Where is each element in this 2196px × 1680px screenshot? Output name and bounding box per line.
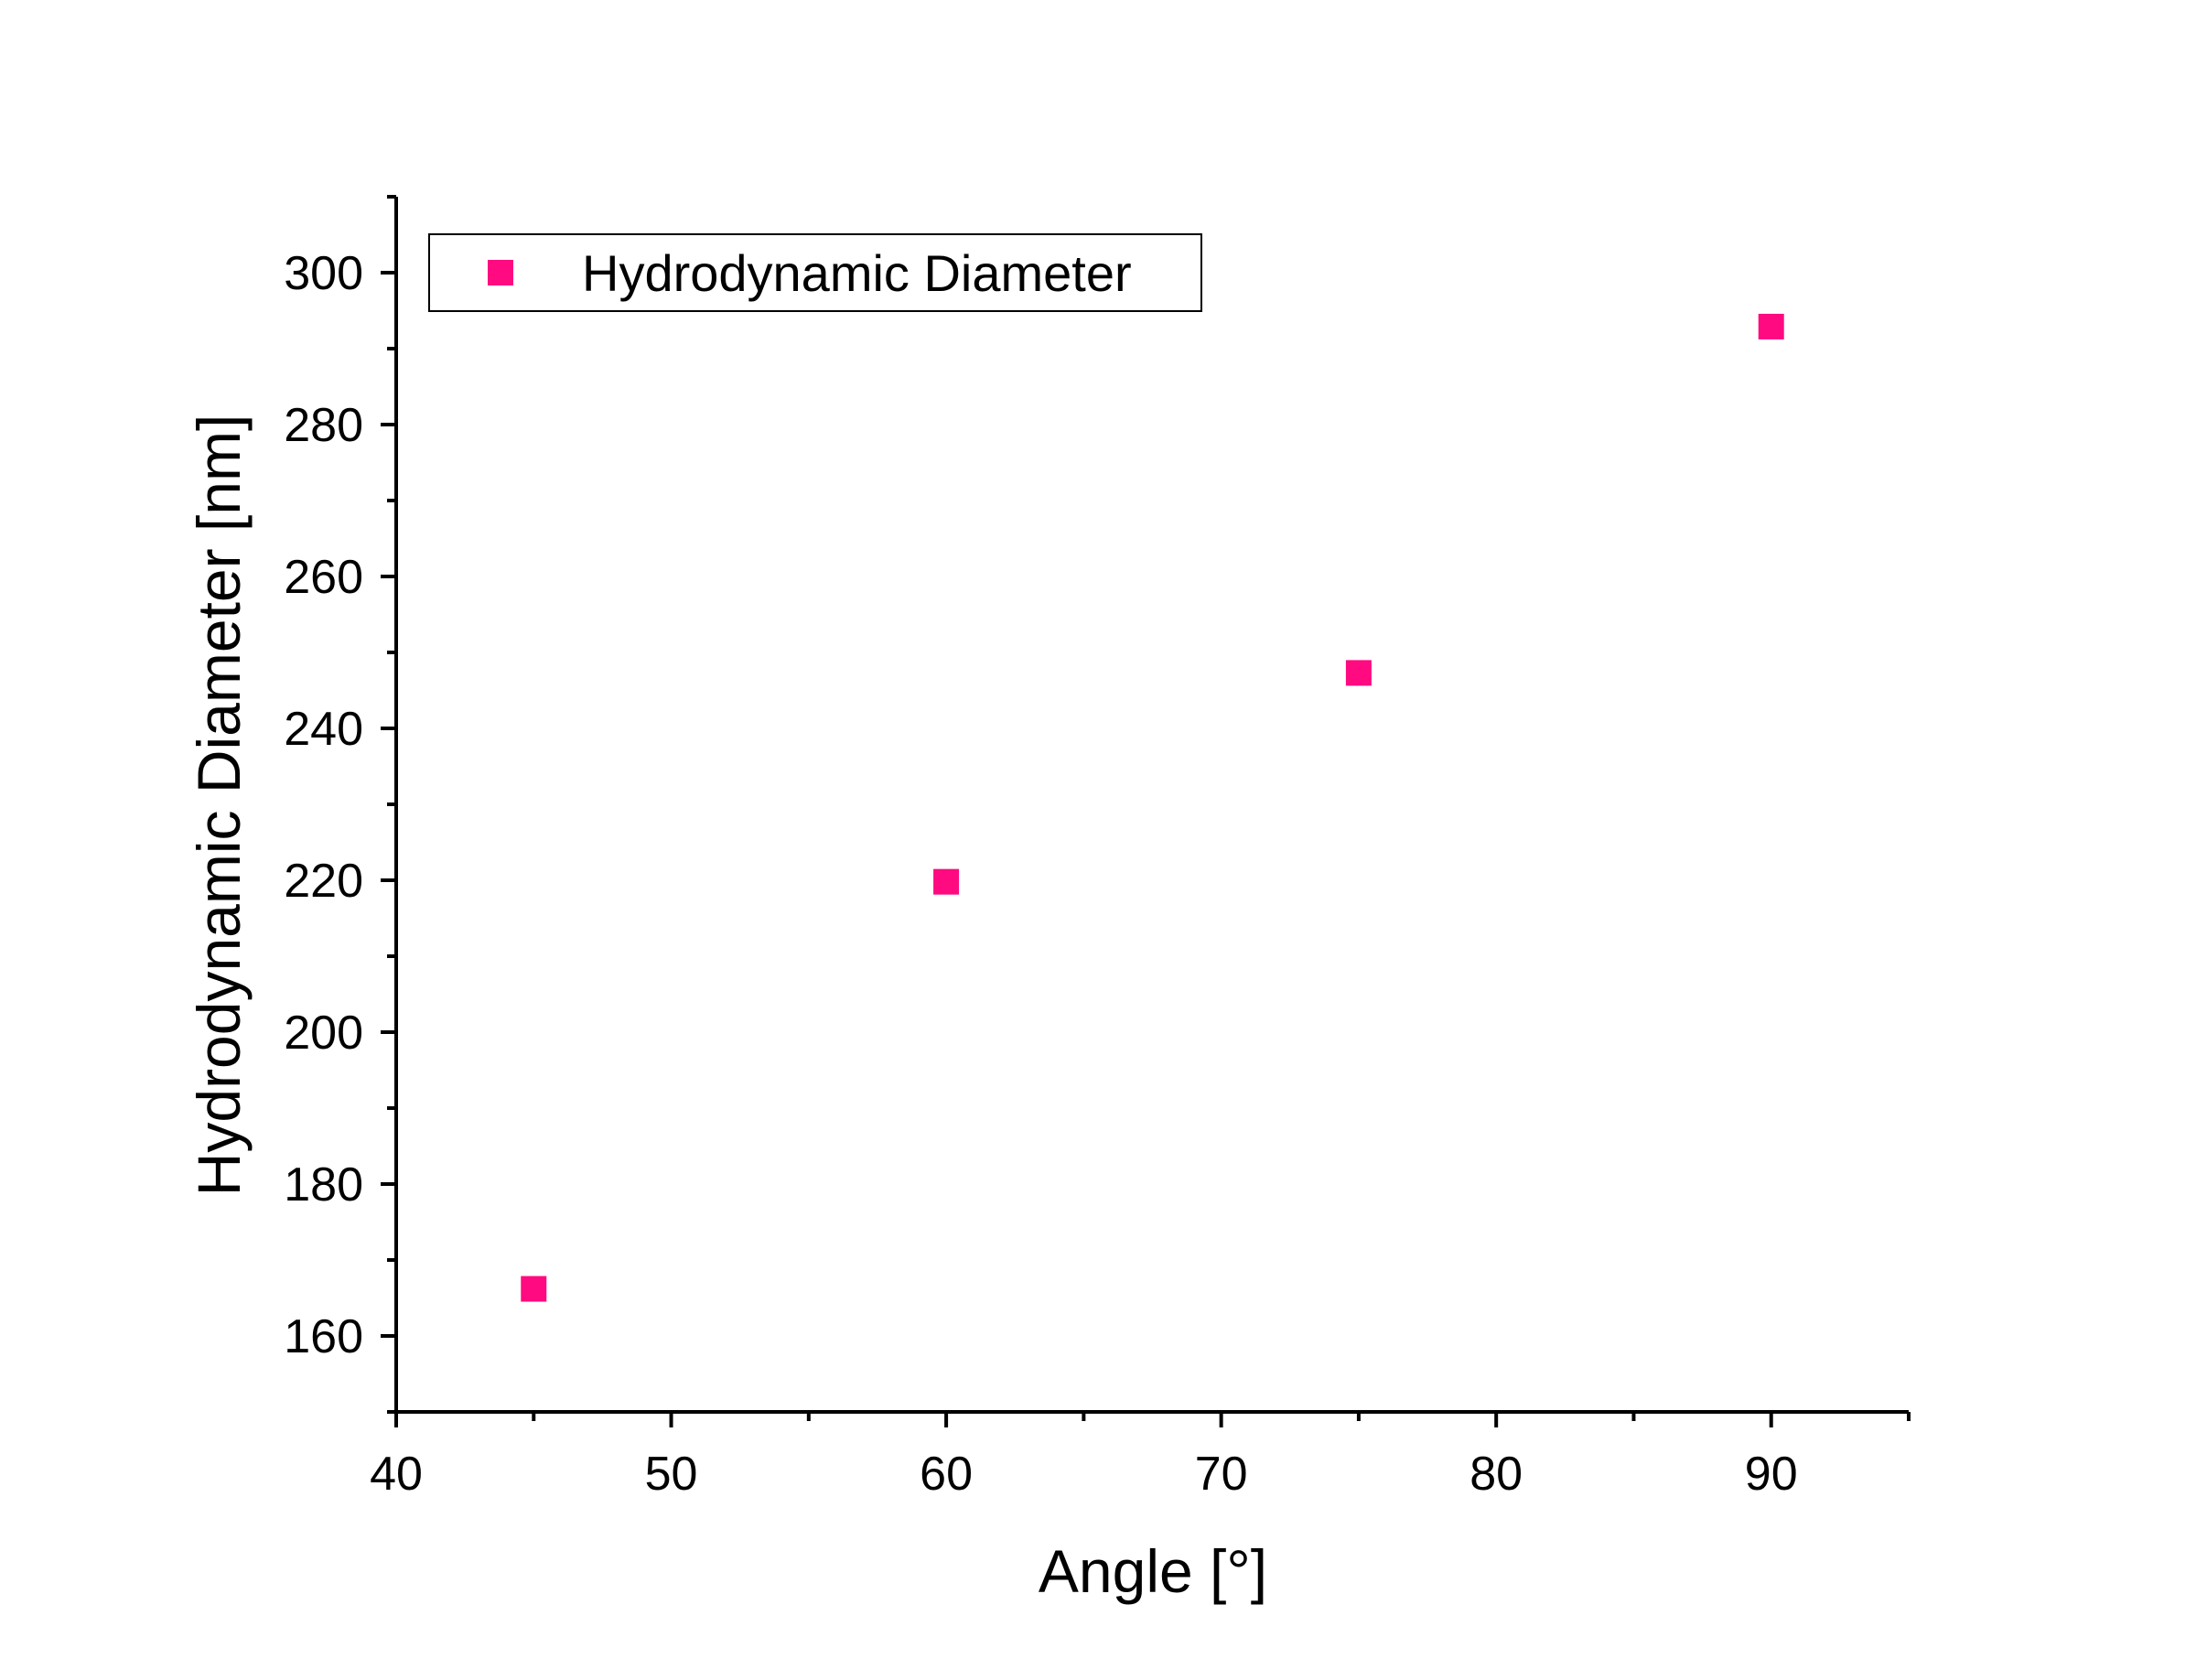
y-tick-label: 200	[284, 1007, 363, 1060]
x-axis-title: Angle [°]	[1039, 1537, 1267, 1605]
axes: 40 50 60 70 80 90 160 180 200 220 240 260 280 300	[284, 195, 1911, 1501]
y-tick-label: 180	[284, 1158, 363, 1212]
y-tick-label: 260	[284, 551, 363, 604]
y-ticks: 160 180 200 220 240 260 280 300	[284, 195, 396, 1414]
legend: Hydrodynamic Diameter	[428, 233, 1202, 312]
x-tick-label: 90	[1745, 1448, 1798, 1501]
legend-label: Hydrodynamic Diameter	[582, 244, 1132, 302]
data-point	[1345, 660, 1372, 686]
y-tick-label: 240	[284, 703, 363, 756]
legend-marker	[488, 260, 513, 285]
y-tick-label: 300	[284, 247, 363, 300]
x-tick-label: 70	[1195, 1448, 1248, 1501]
x-tick-label: 50	[645, 1448, 698, 1501]
data-point	[933, 868, 960, 895]
y-tick-label: 280	[284, 399, 363, 452]
y-tick-label: 160	[284, 1310, 363, 1363]
x-tick-label: 60	[920, 1448, 973, 1501]
y-tick-label: 220	[284, 855, 363, 908]
data-point	[1758, 313, 1784, 339]
data-point	[521, 1276, 547, 1302]
x-ticks: 40 50 60 70 80 90	[370, 1412, 1911, 1501]
x-tick-label: 80	[1469, 1448, 1523, 1501]
y-axis-title: Hydrodynamic Diameter [nm]	[185, 415, 253, 1197]
legend-frame	[428, 233, 1202, 312]
x-tick-label: 40	[370, 1448, 423, 1501]
data-points	[521, 313, 1784, 1302]
